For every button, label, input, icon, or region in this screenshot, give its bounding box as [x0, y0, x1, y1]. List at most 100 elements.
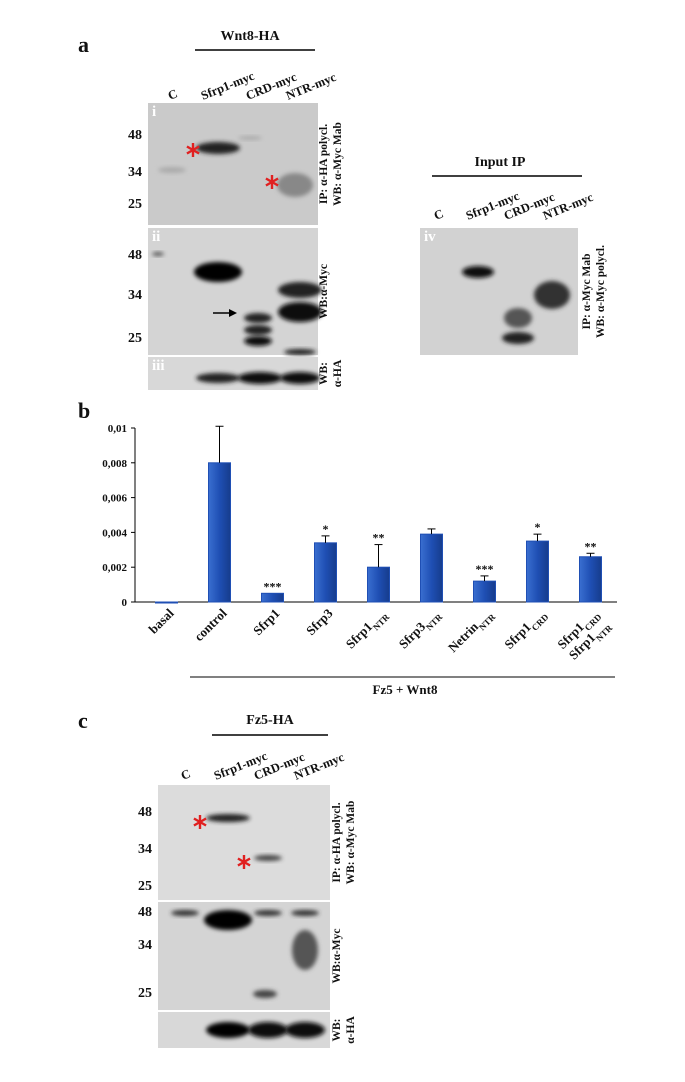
- marker-label: 25: [138, 986, 152, 1001]
- band: [534, 281, 570, 309]
- significance: ***: [476, 562, 494, 576]
- marker-label: 48: [128, 248, 142, 263]
- blot-numeral: i: [152, 104, 156, 120]
- y-tick-label: 0: [122, 597, 128, 609]
- x-tick-label: Sfrp1NTR: [343, 605, 392, 654]
- band: [280, 372, 320, 384]
- marker-label: 25: [128, 197, 142, 212]
- side-label: IP: α-HA polycl.: [318, 124, 330, 204]
- asterisk: [265, 175, 279, 189]
- side-label: WB: α-Myc polycl.: [595, 245, 607, 338]
- x-tick-label: basal: [146, 605, 177, 636]
- group-label: Fz5 + Wnt8: [373, 682, 438, 697]
- band: [244, 336, 272, 346]
- band: [171, 910, 199, 916]
- significance: ***: [264, 579, 282, 593]
- band: [204, 910, 252, 930]
- significance: **: [373, 531, 385, 545]
- bar: [420, 533, 443, 603]
- x-tick-label-part: control: [191, 605, 230, 644]
- band: [196, 373, 240, 383]
- blot-numeral: iii: [152, 358, 165, 374]
- band: [292, 930, 318, 970]
- marker-label: 25: [128, 331, 142, 346]
- significance: *: [323, 522, 329, 536]
- band: [504, 308, 532, 328]
- side-label: IP: α-Myc Mab: [581, 253, 593, 329]
- marker-label: 34: [138, 842, 152, 857]
- x-tick-label-part: CRD: [530, 612, 551, 633]
- side-label: WB:α-Myc: [331, 929, 343, 984]
- band: [206, 814, 250, 822]
- asterisk-stroke: [265, 177, 279, 187]
- blot: [148, 103, 318, 225]
- asterisk: [237, 855, 251, 869]
- marker-label: 34: [128, 165, 142, 180]
- band: [248, 1022, 288, 1038]
- side-label: WB:α-Myc: [318, 264, 330, 319]
- marker-label: 34: [138, 938, 152, 953]
- band: [238, 372, 282, 384]
- bar: [579, 556, 602, 603]
- bar: [526, 540, 549, 603]
- band: [253, 990, 277, 998]
- band: [244, 325, 272, 335]
- significance: **: [585, 539, 597, 553]
- band: [196, 142, 240, 154]
- x-tick-label-part: NTR: [371, 612, 392, 633]
- y-tick-label: 0,006: [102, 493, 127, 505]
- x-tick-label: Sfrp3NTR: [396, 605, 445, 654]
- band: [244, 313, 272, 323]
- lane-label: C: [179, 766, 193, 782]
- side-label: α-HA: [332, 359, 344, 387]
- lane-label: C: [432, 206, 446, 222]
- x-tick-label: Sfrp3: [303, 605, 336, 638]
- x-tick-label-part: Sfrp1: [250, 606, 283, 639]
- marker-label: 48: [138, 805, 152, 820]
- x-tick-label: Sfrp1CRD: [501, 605, 551, 655]
- bar: [208, 462, 231, 603]
- y-tick-label: 0,01: [108, 423, 127, 435]
- x-tick-label-part: Sfrp1: [501, 619, 534, 652]
- input-title: Input IP: [475, 155, 526, 170]
- panel-label: b: [78, 398, 90, 423]
- band: [158, 167, 186, 173]
- side-label: WB:: [331, 1019, 343, 1042]
- x-tick-label-part: Sfrp1: [343, 619, 376, 652]
- y-tick-label: 0,008: [102, 458, 127, 470]
- x-tick-label: Sfrp1: [250, 606, 283, 639]
- band: [277, 173, 313, 197]
- marker-label: 48: [138, 905, 152, 920]
- band: [278, 302, 322, 322]
- asterisk: [193, 815, 207, 829]
- y-tick-label: 0,004: [102, 527, 127, 539]
- band: [462, 266, 494, 278]
- x-tick-label-part: basal: [146, 605, 177, 636]
- band: [291, 910, 319, 916]
- marker-label: 48: [128, 128, 142, 143]
- band: [284, 349, 316, 355]
- bar: [367, 566, 390, 603]
- blot-numeral: ii: [152, 229, 160, 245]
- side-label: WB:: [318, 362, 330, 385]
- blot-numeral: iv: [424, 229, 436, 245]
- side-label: WB: α-Myc Mab: [345, 801, 357, 885]
- significance: *: [535, 520, 541, 534]
- construct-label: Wnt8-HA: [220, 29, 280, 44]
- band: [254, 855, 282, 861]
- band: [502, 332, 534, 344]
- band: [152, 252, 164, 256]
- x-tick-label-part: Sfrp3: [303, 605, 336, 638]
- band: [254, 910, 282, 916]
- x-tick-label: control: [191, 605, 230, 644]
- side-label: WB: α-Myc Mab: [332, 122, 344, 206]
- x-tick-label-part: Netrin: [445, 618, 482, 655]
- marker-label: 25: [138, 879, 152, 894]
- asterisk-stroke: [237, 857, 251, 867]
- x-tick-label-part: NTR: [477, 612, 498, 633]
- asterisk: [186, 143, 200, 157]
- x-tick-label-part: Sfrp3: [396, 619, 429, 652]
- band: [194, 262, 242, 282]
- x-tick-label-part: NTR: [594, 623, 615, 644]
- lane-label: C: [166, 86, 180, 102]
